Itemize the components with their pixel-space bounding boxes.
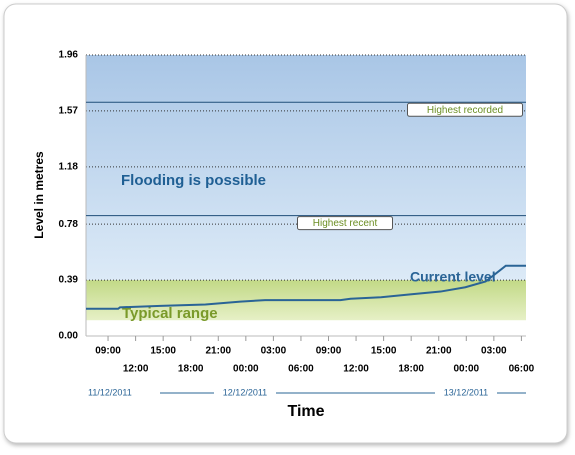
threshold-label: Highest recent [313,218,378,229]
x-tick-label: 09:00 [95,346,121,357]
x-tick-label: 03:00 [481,346,507,357]
y-tick-label: 1.96 [59,50,79,61]
series-label: Current level [410,269,496,285]
x-tick-label: 21:00 [426,346,452,357]
date-label: 12/12/2011 [223,387,267,397]
y-tick-label: 0.78 [59,219,79,230]
y-tick-label: 1.18 [59,161,79,172]
y-tick-label: 0.39 [59,275,79,286]
threshold-box [407,102,523,117]
zone-label: Flooding is possible [121,172,266,189]
level-line [86,264,526,310]
zone [86,55,526,281]
x-tick-label: 18:00 [398,364,424,375]
date-label: 11/12/2011 [88,387,132,397]
x-tick-label: 00:00 [454,364,480,375]
x-tick-label: 06:00 [288,364,314,375]
x-tick-label: 12:00 [123,364,149,375]
x-tick-label: 12:00 [343,364,369,375]
x-tick-label: 03:00 [261,346,287,357]
threshold-box [297,216,393,231]
x-tick-label: 15:00 [150,346,176,357]
x-tick-label: 06:00 [509,364,535,375]
y-tick-label: 0.00 [59,331,79,342]
x-tick-label: 00:00 [233,364,259,375]
x-axis-label: Time [287,403,324,420]
y-axis-label: Level in metres [32,151,46,239]
y-tick-label: 1.57 [59,106,79,117]
x-tick-label: 09:00 [316,346,342,357]
date-label: 13/12/2011 [444,387,488,397]
x-tick-label: 21:00 [205,346,231,357]
x-tick-label: 15:00 [371,346,397,357]
x-tick-label: 18:00 [178,364,204,375]
zone-label: Typical range [122,305,218,322]
threshold-label: Highest recorded [427,105,503,116]
